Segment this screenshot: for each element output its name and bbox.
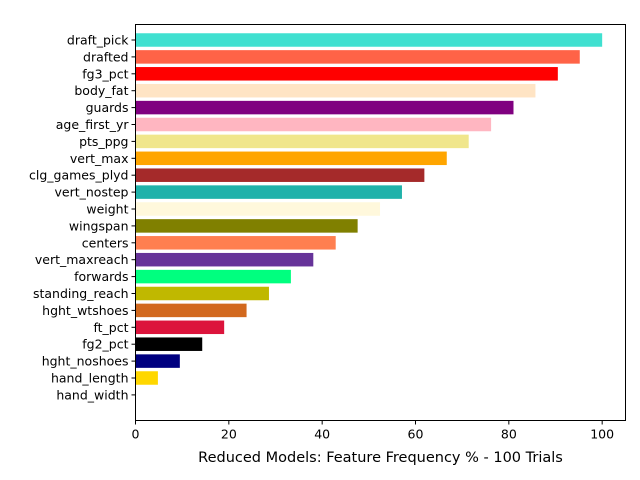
bar-vert-max — [135, 151, 447, 166]
x-tick-label: 0 — [132, 427, 140, 442]
y-tick-label: centers — [82, 235, 129, 250]
y-tick-label: fg2_pct — [82, 337, 128, 352]
y-tick-label: hght_noshoes — [42, 354, 129, 369]
bar-vert-nostep — [135, 185, 402, 199]
bar-standing-reach — [135, 286, 269, 301]
y-tick-label: clg_games_plyd — [29, 168, 129, 183]
bar-pts-ppg — [135, 134, 469, 149]
bar-forwards — [135, 269, 291, 284]
x-tick-label: 100 — [590, 427, 614, 442]
bar-ft-pct — [135, 320, 225, 335]
y-tick-label: forwards — [74, 269, 128, 284]
x-tick-label: 80 — [501, 427, 517, 442]
y-tick-label: vert_nostep — [55, 185, 129, 200]
bar-hght-noshoes — [135, 354, 180, 368]
bar-fg2-pct — [135, 337, 203, 351]
x-tick-label: 40 — [314, 427, 330, 442]
bar-clg-games-plyd — [135, 168, 425, 182]
y-tick-label: hght_wtshoes — [42, 303, 128, 318]
y-tick-label: hand_length — [51, 371, 129, 386]
y-tick-label: vert_max — [70, 151, 129, 166]
bar-centers — [135, 236, 336, 250]
y-tick-label: weight — [86, 202, 128, 217]
y-tick-label: vert_maxreach — [35, 252, 129, 267]
x-tick-label: 20 — [221, 427, 237, 442]
bar-fg3-pct — [135, 67, 558, 81]
x-axis-label: Reduced Models: Feature Frequency % - 10… — [198, 450, 563, 466]
bar-hght-wtshoes — [135, 303, 247, 318]
y-tick-label: age_first_yr — [56, 117, 130, 132]
bars-group — [135, 33, 603, 385]
bar-weight — [135, 202, 381, 216]
y-tick-label: drafted — [83, 49, 128, 64]
x-axis-ticks: 0 20 40 60 80 100 — [132, 420, 614, 442]
y-tick-label: pts_ppg — [79, 134, 128, 149]
bar-draft-pick — [135, 33, 603, 47]
y-tick-label: draft_pick — [67, 33, 129, 48]
y-tick-label: fg3_pct — [82, 66, 128, 81]
bar-age-first-yr — [135, 117, 492, 132]
bar-drafted — [135, 50, 580, 64]
y-tick-label: standing_reach — [33, 286, 129, 301]
bar-hand-length — [135, 371, 158, 385]
axes-frame — [135, 24, 626, 421]
y-tick-label: ft_pct — [93, 320, 128, 335]
y-tick-label: body_fat — [74, 83, 128, 98]
bar-body-fat — [135, 83, 536, 98]
y-tick-label: guards — [86, 100, 129, 115]
bar-guards — [135, 100, 514, 115]
y-tick-label: wingspan — [69, 218, 129, 233]
y-tick-label: hand_width — [56, 387, 128, 402]
x-tick-label: 60 — [408, 427, 424, 442]
bar-vert-maxreach — [135, 252, 314, 267]
bar-wingspan — [135, 219, 358, 233]
